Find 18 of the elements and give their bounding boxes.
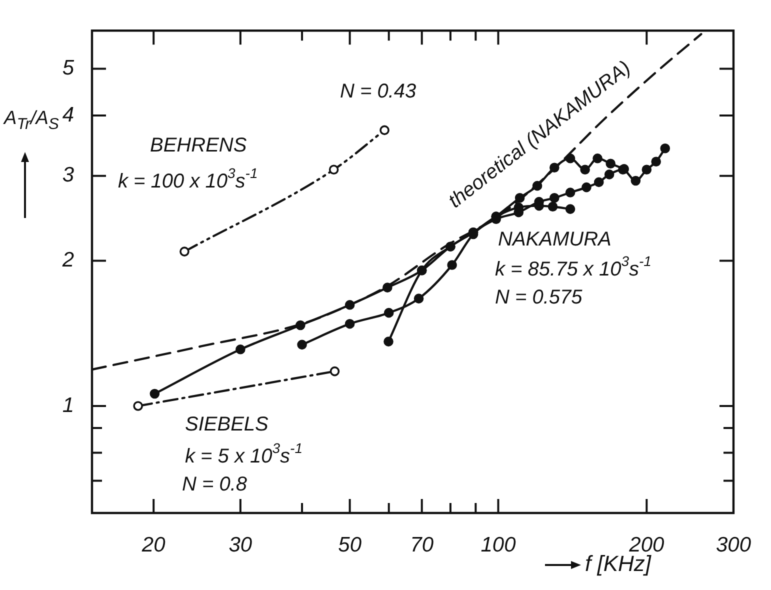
x-tick-label: 300 bbox=[716, 533, 752, 556]
x-tick-label: 20 bbox=[140, 533, 166, 556]
annotation: N = 0.8 bbox=[182, 474, 248, 496]
y-tick-label: 1 bbox=[62, 394, 74, 417]
y-axis-title: A$_{Tr}$/A$_{S}$ bbox=[4, 108, 59, 134]
y-tick-label: 4 bbox=[62, 103, 74, 126]
y-tick-label: 5 bbox=[62, 56, 74, 80]
x-tick-label: 100 bbox=[480, 533, 516, 556]
x-tick-label: 50 bbox=[338, 533, 362, 556]
annotation: SIEBELS bbox=[185, 414, 270, 436]
annotation: BEHRENS bbox=[150, 134, 248, 157]
annotation: NAKAMURA bbox=[498, 228, 612, 251]
x-tick-label: 70 bbox=[410, 533, 434, 556]
annotation: N = 0.575 bbox=[495, 286, 584, 309]
y-tick-label: 3 bbox=[62, 164, 74, 187]
x-tick-label: 30 bbox=[228, 533, 252, 556]
annotation: N = 0.43 bbox=[340, 80, 416, 103]
y-tick-label: 2 bbox=[61, 248, 74, 272]
